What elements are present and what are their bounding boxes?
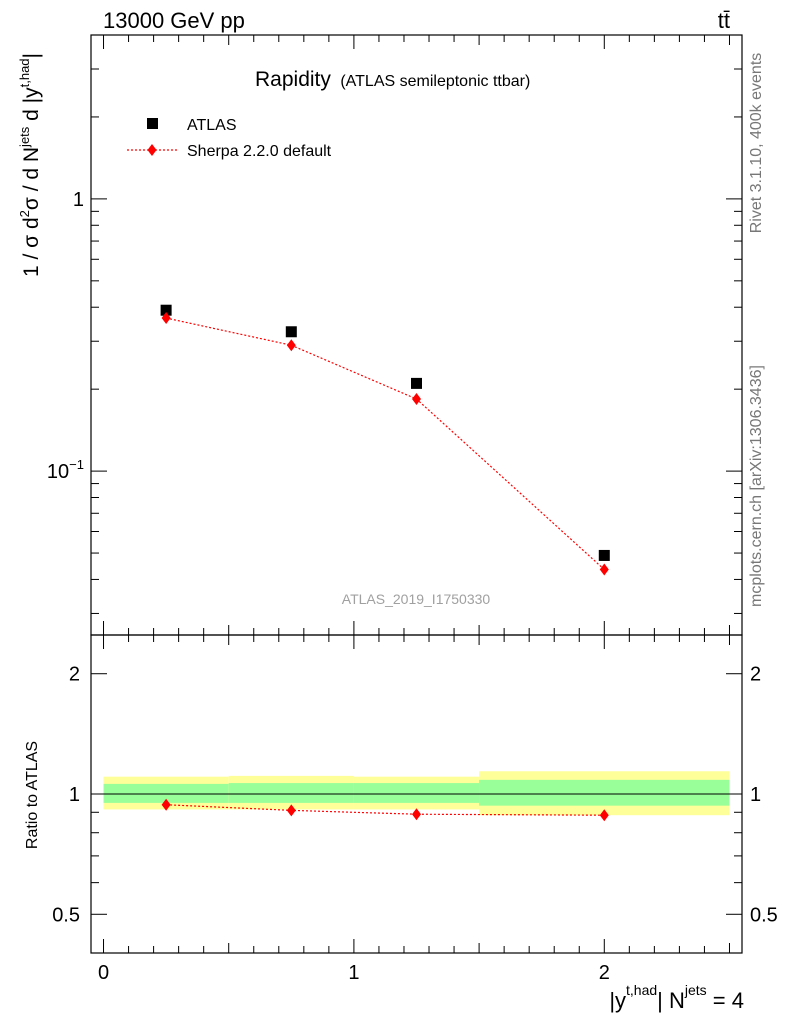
ratio-band-stat-2 [353, 783, 480, 803]
y-tick-label-ratio-right: 2 [750, 664, 761, 686]
sherpa-ratio-point-1 [286, 804, 296, 817]
y-tick-label-ratio-right: 0.5 [750, 904, 778, 926]
legend-label-sherpa: Sherpa 2.2.0 default [187, 143, 332, 160]
chart-subtitle: (ATLAS semileptonic ttbar) [340, 73, 530, 90]
legend-marker-atlas [147, 118, 158, 129]
y-axis-title: 1 / σ d2σ / d Njets d |yt,had| [17, 53, 43, 277]
y-tick-label-main: 1 [73, 189, 84, 211]
sherpa-point-1 [286, 339, 296, 352]
x-axis-title: |yt,had| Njets = 4 [609, 982, 744, 1013]
atlas-point-0 [160, 304, 172, 316]
y-tick-label-ratio-right: 1 [750, 784, 761, 806]
atlas-point-3 [598, 549, 610, 561]
y-tick-label-main: 10−1 [47, 457, 84, 483]
legend: ATLAS Sherpa 2.2.0 default [127, 117, 332, 160]
rivet-version-label: Rivet 3.1.10, 400k events [748, 53, 765, 234]
y-tick-label-ratio: 1 [69, 784, 80, 806]
atlas-point-1 [285, 326, 297, 338]
analysis-label: ATLAS_2019_I1750330 [342, 591, 491, 607]
x-tick-label: 1 [348, 962, 359, 984]
source-site-label: mcplots.cern.ch [arXiv:1306.3436] [748, 365, 765, 607]
ratio-band-stat-1 [228, 783, 354, 803]
sherpa-point-0 [161, 312, 171, 325]
atlas-point-2 [411, 377, 422, 389]
y-tick-label-ratio: 0.5 [52, 904, 80, 926]
y-tick-label-ratio: 2 [69, 664, 80, 686]
sherpa-ratio-line [166, 804, 605, 816]
chart-title-main: Rapidity [255, 68, 331, 91]
sherpa-ratio-point-0 [161, 798, 171, 811]
legend-marker-sherpa [147, 144, 157, 156]
energy-label: 13000 GeV pp [103, 8, 245, 33]
sherpa-point-2 [412, 393, 421, 406]
x-tick-label: 2 [599, 962, 610, 984]
ratio-band-stat-0 [103, 783, 229, 803]
x-tick-label: 0 [98, 962, 109, 984]
chart-title: Rapidity (ATLAS semileptonic ttbar) [255, 68, 530, 91]
sherpa-line [165, 317, 605, 570]
sherpa-point-3 [599, 563, 609, 576]
process-label: tt̄ [718, 8, 730, 33]
ratio-band-stat-3 [479, 779, 730, 806]
sherpa-ratio-point-3 [599, 809, 609, 822]
ratio-axis-title: Ratio to ATLAS [24, 741, 41, 849]
sherpa-ratio-point-2 [412, 808, 421, 821]
legend-label-atlas: ATLAS [187, 117, 237, 134]
